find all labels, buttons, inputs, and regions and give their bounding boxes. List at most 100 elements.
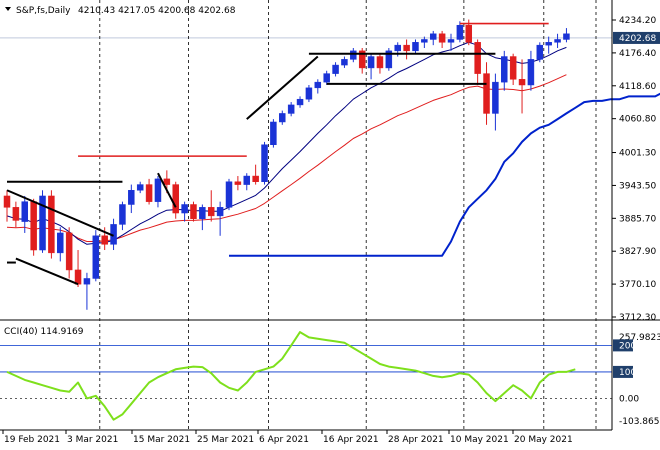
candle-body bbox=[385, 50, 393, 69]
candle[interactable] bbox=[412, 39, 419, 54]
candle[interactable] bbox=[136, 181, 144, 194]
candle[interactable] bbox=[252, 164, 259, 185]
candle[interactable] bbox=[474, 39, 481, 85]
candle-body bbox=[154, 178, 162, 202]
candle[interactable] bbox=[57, 227, 64, 262]
candle[interactable] bbox=[314, 79, 322, 94]
trendlines[interactable] bbox=[6, 52, 496, 286]
candle[interactable] bbox=[438, 30, 446, 48]
candle[interactable] bbox=[154, 176, 162, 208]
candle-body bbox=[332, 64, 339, 74]
candle-body bbox=[536, 44, 544, 60]
candle[interactable] bbox=[350, 47, 357, 63]
candle[interactable] bbox=[563, 28, 570, 43]
ema-slow-line bbox=[6, 74, 567, 242]
date-tick-label: 15 Mar 2021 bbox=[133, 435, 190, 445]
candle-body bbox=[305, 87, 313, 100]
price-axis[interactable]: 4234.20 4176.40 4118.60 4060.80 4001.30 3943.… bbox=[611, 0, 660, 430]
candle-body bbox=[358, 50, 366, 69]
candle-body bbox=[30, 201, 37, 251]
candle-body bbox=[492, 81, 499, 114]
candle[interactable] bbox=[341, 56, 348, 68]
price-tick-label: 4176.40 bbox=[619, 49, 656, 59]
candle[interactable] bbox=[243, 173, 251, 191]
candle[interactable] bbox=[376, 53, 384, 74]
candle[interactable] bbox=[323, 70, 330, 85]
candle[interactable] bbox=[358, 47, 366, 74]
candle[interactable] bbox=[332, 62, 339, 77]
resistance-lines[interactable] bbox=[78, 22, 549, 157]
candle[interactable] bbox=[545, 36, 552, 54]
cci-tick-label: -103.8653 bbox=[619, 417, 660, 427]
candle[interactable] bbox=[65, 227, 73, 279]
price-tick-label: 4234.20 bbox=[619, 16, 656, 26]
candle[interactable] bbox=[12, 201, 20, 228]
cci-panel[interactable]: CCI(40) 114.9169 bbox=[0, 327, 612, 421]
candle[interactable] bbox=[447, 33, 455, 51]
candlesticks[interactable] bbox=[3, 19, 570, 310]
candle[interactable] bbox=[279, 110, 286, 125]
price-tick-label: 4060.80 bbox=[619, 115, 656, 125]
candle[interactable] bbox=[296, 96, 304, 108]
candle[interactable] bbox=[287, 102, 295, 117]
candle-body bbox=[92, 235, 100, 279]
candle[interactable] bbox=[483, 62, 490, 125]
candle[interactable] bbox=[83, 272, 91, 310]
trendline[interactable] bbox=[157, 172, 177, 208]
date-axis[interactable]: 19 Feb 2021 3 Mar 2021 15 Mar 2021 25 Mar 2… bbox=[0, 429, 612, 445]
candle[interactable] bbox=[305, 84, 313, 103]
candle[interactable] bbox=[429, 30, 437, 46]
cci-tick-label: 100 bbox=[619, 368, 636, 378]
candle[interactable] bbox=[190, 201, 197, 222]
candle[interactable] bbox=[234, 176, 242, 191]
candle[interactable] bbox=[225, 178, 233, 211]
candle[interactable] bbox=[39, 190, 46, 253]
trendline[interactable] bbox=[246, 55, 319, 120]
candle[interactable] bbox=[501, 50, 508, 91]
date-tick-label: 6 Apr 2021 bbox=[259, 435, 309, 445]
cci-path bbox=[6, 331, 576, 421]
candle[interactable] bbox=[385, 47, 393, 71]
candle[interactable] bbox=[492, 73, 499, 131]
candle[interactable] bbox=[21, 195, 29, 233]
date-tick-label: 16 Apr 2021 bbox=[323, 435, 379, 445]
candle-body bbox=[48, 195, 55, 254]
candle[interactable] bbox=[456, 21, 464, 43]
candle[interactable] bbox=[181, 201, 188, 222]
candle[interactable] bbox=[216, 201, 224, 236]
candle-body bbox=[65, 232, 73, 271]
cci-tick-label: 200 bbox=[619, 341, 636, 351]
candle-body bbox=[243, 175, 251, 185]
date-tick-label: 10 May 2021 bbox=[450, 435, 509, 445]
candle-body bbox=[563, 33, 570, 40]
candle[interactable] bbox=[554, 33, 561, 48]
candle[interactable] bbox=[207, 190, 215, 222]
main-panel[interactable]: 4202.68 S&P,fs,Daily 4210.43 4217.05 420… bbox=[0, 0, 660, 430]
candle[interactable] bbox=[518, 59, 526, 114]
candle[interactable] bbox=[527, 50, 535, 91]
candle-body bbox=[429, 33, 437, 40]
candle[interactable] bbox=[367, 53, 375, 80]
candle[interactable] bbox=[270, 119, 277, 148]
candle[interactable] bbox=[48, 190, 55, 259]
trendline[interactable] bbox=[15, 257, 79, 286]
candle[interactable] bbox=[128, 184, 135, 214]
candle-body bbox=[145, 184, 153, 202]
candle[interactable] bbox=[509, 53, 517, 85]
collapse-triangle-icon[interactable] bbox=[5, 7, 11, 11]
candle[interactable] bbox=[92, 230, 100, 282]
candle[interactable] bbox=[536, 42, 544, 63]
candle[interactable] bbox=[119, 201, 126, 231]
candle[interactable] bbox=[3, 190, 11, 222]
candle[interactable] bbox=[172, 181, 179, 219]
candle-body bbox=[438, 33, 446, 43]
candle[interactable] bbox=[403, 39, 410, 60]
candle[interactable] bbox=[30, 198, 37, 256]
candle[interactable] bbox=[421, 36, 428, 48]
trendline[interactable] bbox=[6, 189, 114, 237]
candle[interactable] bbox=[261, 141, 268, 185]
candle[interactable] bbox=[145, 178, 153, 205]
candle-body bbox=[190, 204, 197, 219]
candle[interactable] bbox=[199, 204, 206, 231]
